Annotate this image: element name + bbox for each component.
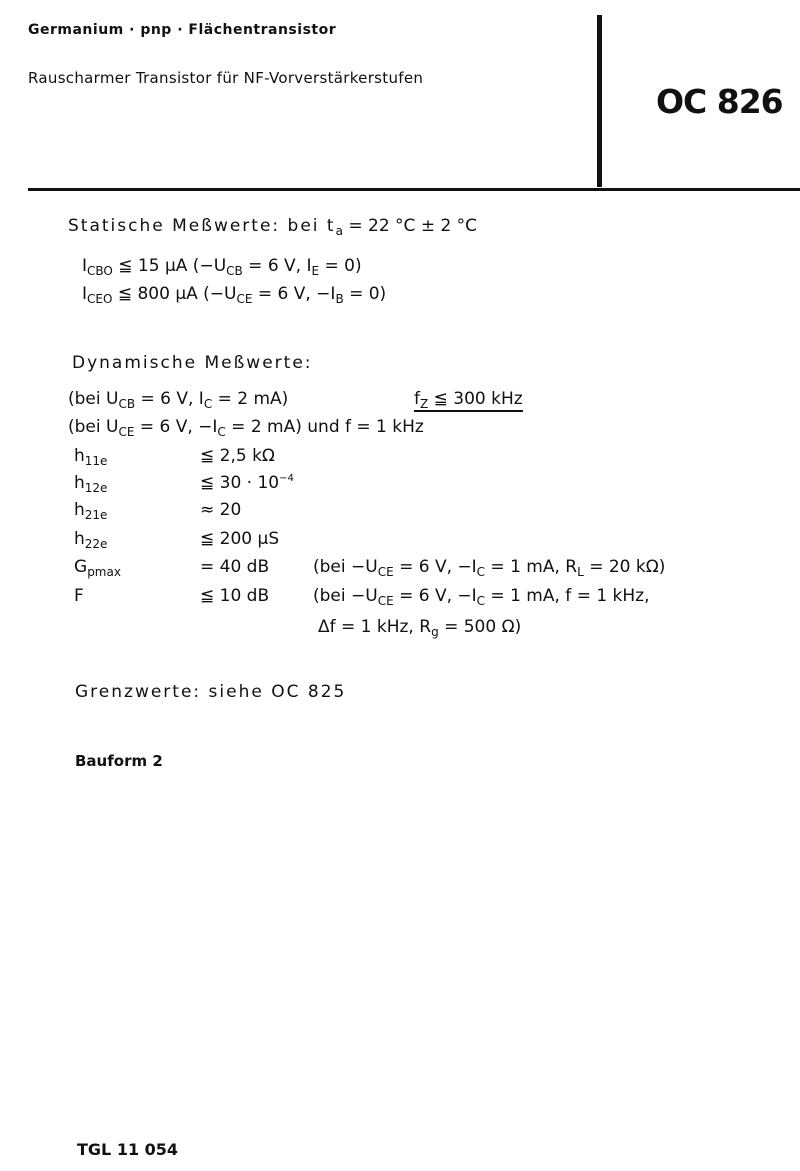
text: = 6 V, −I (393, 557, 477, 577)
param-h12e-value: ≦ 30 · 10−4 (200, 473, 294, 493)
cutoff-frequency: fZ ≦ 300 kHz (414, 389, 523, 412)
param-h22e-value: ≦ 200 µS (200, 529, 279, 549)
dynamic-condition-1: (bei UCB = 6 V, IC = 2 mA) (68, 389, 289, 411)
text: = 6 V, I (135, 389, 204, 409)
static-title-rest: = 22 °C ± 2 °C (342, 216, 478, 236)
param-noise-value: ≦ 10 dB (200, 586, 270, 606)
sub: CB (226, 264, 243, 278)
sub: C (203, 397, 213, 411)
static-title-text: Statische Meßwerte: bei t (68, 216, 336, 236)
static-row-iceo: ICEO ≦ 800 µA (−UCE = 6 V, −IB = 0) (82, 284, 387, 306)
sub: CE (377, 594, 394, 608)
param-gpmax-label: Gpmax (74, 557, 121, 579)
text: (bei −U (313, 586, 378, 606)
param-h21e-value: ≈ 20 (200, 500, 241, 520)
param-h11e-label: h11e (74, 446, 108, 468)
sym: h (74, 529, 85, 549)
text: = 6 V, I (242, 256, 312, 276)
sub: C (217, 425, 226, 439)
param-h22e-label: h22e (74, 529, 108, 551)
text: = 6 V, −I (252, 284, 336, 304)
text: = 2 mA) (212, 389, 289, 409)
text: ≦ 15 µA (−U (112, 256, 227, 276)
param-noise-condition-line2: Δf = 1 kHz, Rg = 500 Ω) (318, 617, 522, 639)
sub: 22e (84, 537, 108, 551)
static-title: Statische Meßwerte: bei ta = 22 °C ± 2 °… (68, 216, 478, 238)
exp: −4 (279, 473, 294, 484)
sub: g (431, 625, 439, 639)
sub: CB (118, 397, 136, 411)
sub: C (476, 565, 486, 579)
vertical-divider (597, 15, 602, 187)
sym: h (74, 473, 85, 493)
text: = 0) (343, 284, 387, 304)
dynamic-title: Dynamische Meßwerte: (72, 353, 313, 373)
sub: E (311, 264, 320, 278)
val: ≦ 30 · 10 (200, 473, 280, 493)
static-title-sub: a (335, 224, 343, 238)
param-h21e-label: h21e (74, 500, 108, 522)
text: = 500 Ω) (438, 617, 522, 637)
text: f (414, 389, 420, 409)
limits-reference: Grenzwerte: siehe OC 825 (75, 682, 347, 702)
sub: C (476, 594, 486, 608)
text: = 0) (319, 256, 362, 276)
sym: h (74, 446, 85, 466)
type-designation: OC 826 (656, 82, 784, 121)
param-gpmax-condition: (bei −UCE = 6 V, −IC = 1 mA, RL = 20 kΩ) (313, 557, 666, 579)
text: = 1 mA, f = 1 kHz, (485, 586, 650, 606)
sym-sub: CBO (87, 264, 113, 278)
dynamic-condition-2: (bei UCE = 6 V, −IC = 2 mA) und f = 1 kH… (68, 417, 424, 439)
sub: pmax (87, 565, 121, 579)
static-row-icbo: ICBO ≦ 15 µA (−UCB = 6 V, IE = 0) (82, 256, 362, 278)
description-heading: Rauscharmer Transistor für NF-Vorverstär… (28, 69, 424, 87)
val: ≦ 2,5 kΩ (200, 446, 275, 466)
val: ≦ 200 µS (200, 529, 280, 549)
text: ≦ 800 µA (−U (112, 284, 237, 304)
sym: h (74, 500, 85, 520)
sub: 11e (84, 454, 108, 468)
package-type: Bauform 2 (75, 752, 163, 770)
sym-sub: CEO (87, 292, 113, 306)
sub: CE (236, 292, 253, 306)
sub: 21e (84, 508, 108, 522)
text: = 6 V, −I (393, 586, 477, 606)
text: = 20 kΩ) (583, 557, 666, 577)
param-noise-condition: (bei −UCE = 6 V, −IC = 1 mA, f = 1 kHz, (313, 586, 650, 608)
text: (bei −U (313, 557, 378, 577)
text: = 2 mA) und f = 1 kHz (225, 417, 424, 437)
text: (bei U (68, 389, 119, 409)
sub: CE (118, 425, 135, 439)
sub: CE (377, 565, 394, 579)
text: (bei U (68, 417, 119, 437)
sub: L (577, 565, 584, 579)
sym: I (82, 256, 88, 276)
param-h12e-label: h12e (74, 473, 108, 495)
text: Δf = 1 kHz, R (318, 617, 432, 637)
param-noise-label: F (74, 586, 84, 606)
sym: G (74, 557, 88, 577)
sub: 12e (84, 481, 108, 495)
sym: I (82, 284, 88, 304)
text: ≦ 300 kHz (428, 389, 523, 409)
material-heading: Germanium · pnp · Flächentransistor (28, 22, 337, 38)
sub: B (335, 292, 344, 306)
param-h11e-value: ≦ 2,5 kΩ (200, 446, 275, 466)
param-gpmax-value: = 40 dB (200, 557, 270, 577)
horizontal-divider (28, 188, 800, 191)
sub: Z (420, 397, 429, 411)
standard-number: TGL 11 054 (77, 1140, 179, 1159)
val: ≈ 20 (200, 500, 242, 520)
text: = 1 mA, R (485, 557, 578, 577)
text: = 6 V, −I (134, 417, 218, 437)
